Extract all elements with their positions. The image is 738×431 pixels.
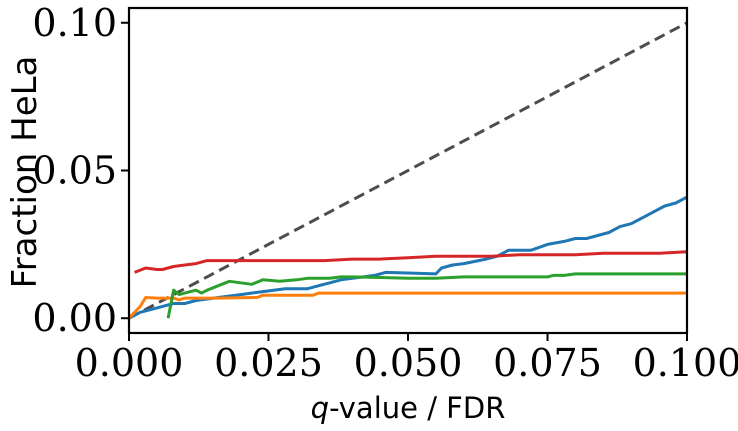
- series-line-2: [129, 291, 687, 320]
- x-tick-label: 0.100: [633, 341, 738, 385]
- y-tick-label: 0.05: [32, 149, 117, 193]
- y-axis-label: Fraction HeLa: [5, 56, 45, 289]
- series-line-3: [166, 272, 687, 319]
- x-axis-label-italic: q: [311, 391, 329, 425]
- y-axis: 0.00 0.05 0.10: [32, 1, 129, 340]
- x-tick-label: 0.025: [214, 341, 323, 385]
- x-tick-label: 0.075: [493, 341, 602, 385]
- x-tick-label: 0.000: [75, 341, 184, 385]
- x-axis-label: q-value / FDR: [311, 391, 506, 425]
- reference-diagonal-line: [129, 21, 687, 320]
- series-layer: [129, 21, 687, 320]
- series-line-4: [134, 250, 687, 274]
- y-tick-label: 0.00: [32, 296, 117, 340]
- x-tick-label: 0.050: [354, 341, 463, 385]
- y-tick-label: 0.10: [32, 1, 117, 45]
- x-axis-label-rest: -value / FDR: [329, 391, 505, 425]
- x-axis: 0.000 0.025 0.050 0.075 0.100: [75, 333, 738, 385]
